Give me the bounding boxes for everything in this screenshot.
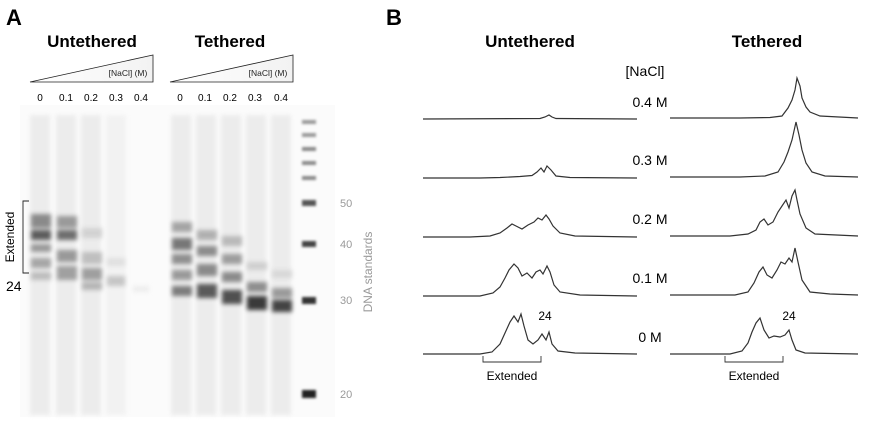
gel-image — [20, 105, 335, 417]
marker-24-label: 24 — [6, 278, 22, 294]
lane-label: 0 — [177, 93, 183, 104]
standard-label: 40 — [340, 239, 352, 251]
panel-a-tethered-title: Tethered — [195, 32, 266, 51]
lane-label: 0.3 — [109, 93, 123, 104]
trace-tethered-0.4M — [670, 75, 859, 119]
conc-labels: 0.4 M 0.3 M 0.2 M 0.1 M 0 M — [632, 94, 667, 345]
conc-label: 0.3 M — [632, 152, 667, 168]
lane-labels-untethered: 0 0.1 0.2 0.3 0.4 — [37, 93, 148, 104]
lane-labels-tethered: 0 0.1 0.2 0.3 0.4 — [177, 93, 288, 104]
standard-labels: 50 40 30 20 — [340, 198, 352, 401]
trace-tethered-0.3M — [670, 121, 859, 178]
conc-label: 0.2 M — [632, 211, 667, 227]
panel-a-letter: A — [6, 5, 22, 30]
lane-label: 0.2 — [84, 93, 98, 104]
standard-label: 50 — [340, 198, 352, 210]
extended-bracket-untethered: Extended — [482, 356, 542, 383]
conc-label: 0 M — [638, 329, 661, 345]
trace-untethered-0.2M — [423, 214, 638, 238]
trace-tethered-0M — [670, 316, 859, 355]
trace-untethered-0.1M — [423, 263, 638, 297]
extended-label: Extended — [3, 212, 17, 263]
panel-b-tethered-title: Tethered — [732, 32, 803, 51]
traces-tethered — [670, 75, 859, 355]
standard-label: 30 — [340, 295, 352, 307]
lane-label: 0 — [37, 93, 43, 104]
trace-untethered-0.3M — [423, 164, 638, 179]
trace-tethered-0.2M — [670, 188, 859, 237]
traces-untethered — [422, 114, 638, 355]
nacl-wedge-untethered-label: [NaCl] (M) — [109, 68, 148, 78]
extended-bracket-tethered: Extended — [724, 356, 784, 383]
trace-untethered-0.4M — [422, 114, 638, 120]
nacl-wedge-tethered-label: [NaCl] (M) — [249, 68, 288, 78]
panel-b-letter: B — [386, 5, 402, 30]
extended-bracket: Extended — [3, 200, 29, 274]
lane-label: 0.3 — [248, 93, 262, 104]
lane-label: 0.2 — [223, 93, 237, 104]
trace-untethered-0M — [423, 311, 638, 355]
lane-label: 0.1 — [59, 93, 73, 104]
lane-label: 0.4 — [274, 93, 288, 104]
lane-label: 0.4 — [134, 93, 148, 104]
dna-ladder — [302, 120, 316, 398]
lane-label: 0.1 — [198, 93, 212, 104]
extended-label-untethered: Extended — [487, 369, 538, 383]
panel-a-untethered-title: Untethered — [47, 32, 137, 51]
standard-label: 20 — [340, 389, 352, 401]
trace-tethered-0.1M — [670, 247, 859, 296]
panel-b-untethered-title: Untethered — [485, 32, 575, 51]
nacl-header: [NaCl] — [626, 63, 665, 79]
dna-standards-title: DNA standards — [361, 232, 375, 313]
peak-label-tethered: 24 — [782, 309, 796, 323]
extended-label-tethered: Extended — [729, 369, 780, 383]
conc-label: 0.1 M — [632, 270, 667, 286]
nacl-wedge-untethered: [NaCl] (M) — [29, 54, 154, 83]
peak-label-untethered: 24 — [538, 309, 552, 323]
conc-label: 0.4 M — [632, 94, 667, 110]
nacl-wedge-tethered: [NaCl] (M) — [169, 54, 294, 83]
